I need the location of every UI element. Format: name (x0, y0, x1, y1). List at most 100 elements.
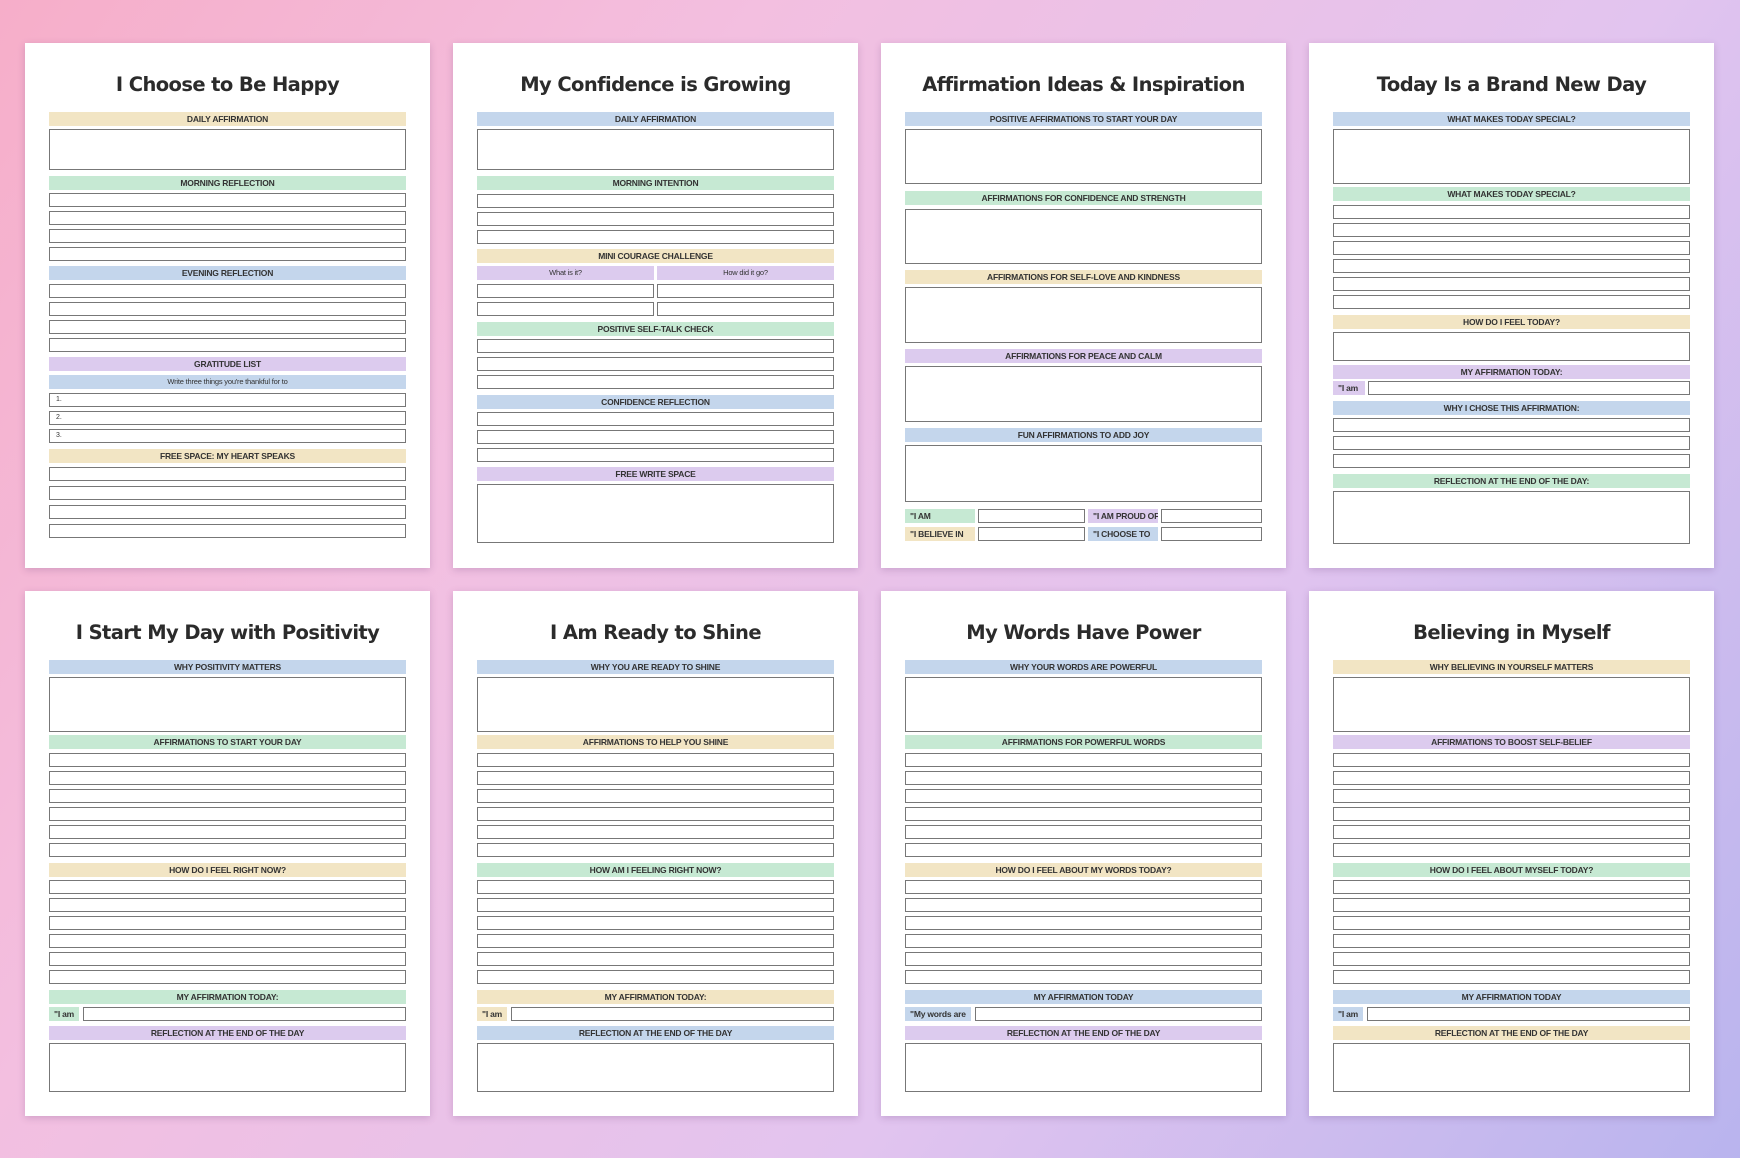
writing-line[interactable] (1333, 454, 1690, 468)
writing-line[interactable] (49, 284, 406, 298)
writing-line[interactable] (49, 338, 406, 352)
writing-line[interactable] (657, 284, 834, 298)
gratitude-line-2[interactable]: 2. (49, 411, 406, 425)
writing-line[interactable] (477, 880, 834, 894)
writing-line[interactable] (477, 194, 834, 208)
writing-line[interactable] (1333, 789, 1690, 803)
affirmation-field[interactable] (975, 1007, 1262, 1021)
writing-line[interactable] (49, 524, 406, 538)
affirmation-field[interactable] (511, 1007, 834, 1021)
writing-box[interactable] (49, 129, 406, 170)
writing-line[interactable] (477, 916, 834, 930)
writing-line[interactable] (1333, 934, 1690, 948)
writing-line[interactable] (477, 284, 654, 298)
writing-line[interactable] (905, 825, 1262, 839)
writing-box[interactable] (477, 484, 834, 543)
writing-line[interactable] (905, 898, 1262, 912)
writing-line[interactable] (49, 247, 406, 261)
writing-line[interactable] (477, 843, 834, 857)
writing-line[interactable] (49, 229, 406, 243)
writing-line[interactable] (477, 412, 834, 426)
writing-box[interactable] (1333, 677, 1690, 732)
writing-box[interactable] (49, 677, 406, 732)
writing-line[interactable] (49, 825, 406, 839)
writing-line[interactable] (477, 771, 834, 785)
writing-line[interactable] (49, 302, 406, 316)
writing-line[interactable] (49, 934, 406, 948)
writing-line[interactable] (1333, 807, 1690, 821)
writing-line[interactable] (1333, 753, 1690, 767)
writing-box[interactable] (905, 445, 1262, 502)
writing-line[interactable] (49, 771, 406, 785)
writing-box[interactable] (905, 1043, 1262, 1092)
affirmation-field[interactable] (83, 1007, 406, 1021)
gratitude-line-3[interactable]: 3. (49, 429, 406, 443)
writing-line[interactable] (477, 212, 834, 226)
writing-line[interactable] (49, 753, 406, 767)
writing-line[interactable] (477, 448, 834, 462)
writing-line[interactable] (905, 789, 1262, 803)
writing-line[interactable] (477, 952, 834, 966)
writing-box[interactable] (1333, 332, 1690, 361)
writing-line[interactable] (477, 970, 834, 984)
writing-line[interactable] (477, 430, 834, 444)
affirmation-field[interactable] (1368, 381, 1690, 395)
writing-line[interactable] (49, 486, 406, 500)
writing-line[interactable] (49, 916, 406, 930)
writing-line[interactable] (1333, 916, 1690, 930)
writing-line[interactable] (477, 302, 654, 316)
writing-box[interactable] (1333, 1043, 1690, 1092)
writing-box[interactable] (905, 677, 1262, 732)
prompt-field[interactable] (978, 509, 1085, 523)
writing-box[interactable] (905, 287, 1262, 343)
writing-line[interactable] (905, 771, 1262, 785)
writing-box[interactable] (905, 129, 1262, 184)
writing-line[interactable] (1333, 277, 1690, 291)
prompt-field[interactable] (1161, 527, 1262, 541)
writing-box[interactable] (477, 1043, 834, 1092)
writing-line[interactable] (49, 320, 406, 334)
writing-line[interactable] (1333, 295, 1690, 309)
writing-line[interactable] (49, 467, 406, 481)
writing-line[interactable] (1333, 205, 1690, 219)
writing-line[interactable] (49, 843, 406, 857)
writing-line[interactable] (1333, 418, 1690, 432)
writing-line[interactable] (477, 753, 834, 767)
writing-line[interactable] (49, 505, 406, 519)
writing-line[interactable] (1333, 825, 1690, 839)
writing-line[interactable] (1333, 771, 1690, 785)
writing-line[interactable] (49, 970, 406, 984)
writing-box[interactable] (477, 677, 834, 732)
writing-line[interactable] (1333, 898, 1690, 912)
affirmation-field[interactable] (1367, 1007, 1690, 1021)
writing-line[interactable] (477, 807, 834, 821)
writing-line[interactable] (905, 970, 1262, 984)
writing-line[interactable] (477, 375, 834, 389)
writing-box[interactable] (1333, 129, 1690, 184)
writing-line[interactable] (49, 952, 406, 966)
writing-line[interactable] (477, 357, 834, 371)
writing-line[interactable] (1333, 259, 1690, 273)
writing-line[interactable] (1333, 952, 1690, 966)
writing-line[interactable] (1333, 241, 1690, 255)
writing-box[interactable] (49, 1043, 406, 1092)
writing-line[interactable] (49, 789, 406, 803)
writing-line[interactable] (49, 898, 406, 912)
writing-line[interactable] (1333, 223, 1690, 237)
writing-line[interactable] (477, 230, 834, 244)
writing-line[interactable] (49, 193, 406, 207)
writing-line[interactable] (905, 952, 1262, 966)
writing-line[interactable] (477, 934, 834, 948)
writing-line[interactable] (1333, 436, 1690, 450)
prompt-field[interactable] (1161, 509, 1262, 523)
writing-line[interactable] (49, 807, 406, 821)
prompt-field[interactable] (978, 527, 1085, 541)
writing-line[interactable] (1333, 843, 1690, 857)
writing-box[interactable] (905, 366, 1262, 422)
writing-line[interactable] (905, 916, 1262, 930)
writing-line[interactable] (905, 807, 1262, 821)
writing-line[interactable] (905, 934, 1262, 948)
writing-box[interactable] (905, 209, 1262, 264)
gratitude-line-1[interactable]: 1. (49, 393, 406, 407)
writing-line[interactable] (49, 880, 406, 894)
